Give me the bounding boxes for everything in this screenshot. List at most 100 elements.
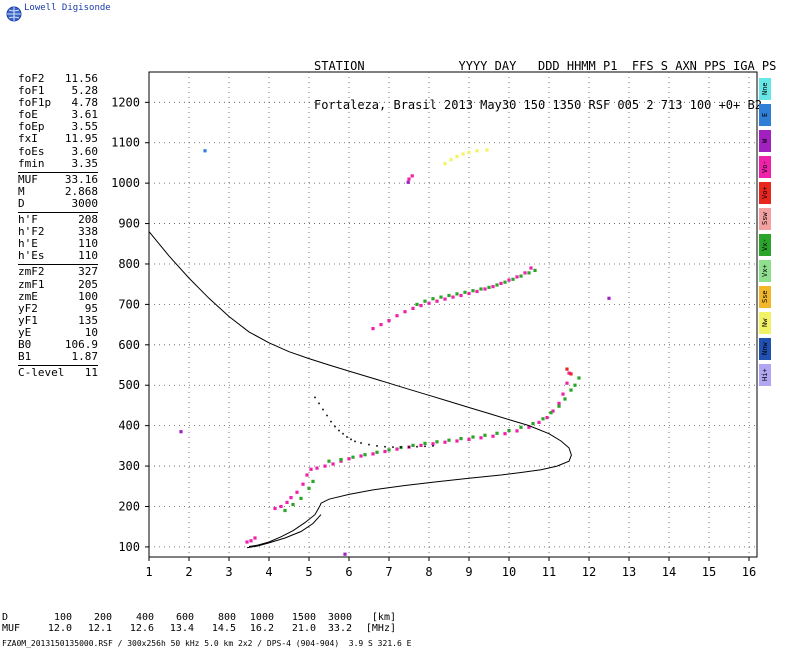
data-point-Vo-: [419, 443, 423, 447]
y-tick-label: 200: [118, 499, 140, 513]
data-point-Vo-: [331, 462, 335, 466]
param-label: M: [18, 184, 25, 198]
data-point-Vx-: [479, 287, 483, 291]
legend-item: W: [759, 130, 771, 152]
param-label: h'Es: [18, 249, 45, 263]
param-row: MUF 33.16: [18, 173, 98, 186]
param-label: foF1p: [18, 96, 52, 110]
legend-label: Vo-: [761, 160, 769, 174]
x-tick-label: 3: [225, 565, 232, 579]
param-value: 3.61: [71, 108, 99, 122]
x-tick-label: 13: [622, 565, 636, 579]
param-row: foF2 11.56: [18, 72, 98, 85]
legend-label: Ssw: [761, 212, 769, 226]
x-tick-label: 11: [542, 565, 556, 579]
data-point-trace-dotted: [392, 446, 394, 448]
param-label: B1: [18, 350, 32, 364]
x-tick-label: 10: [502, 565, 516, 579]
series-line-profile: [148, 231, 572, 547]
param-value: 208: [78, 213, 98, 227]
param-label: B0: [18, 337, 32, 351]
data-point-trace-dotted: [360, 442, 362, 444]
data-point-Vo-: [305, 473, 309, 477]
legend-label: Vx-: [761, 238, 769, 252]
x-tick-label: 2: [185, 565, 192, 579]
param-value: 2.868: [64, 184, 98, 198]
data-point-Vo-: [253, 536, 257, 540]
data-point-Vo-: [359, 454, 363, 458]
table-cell: 600: [175, 612, 194, 623]
data-point-Vo-: [383, 449, 387, 454]
param-value: 3.60: [71, 144, 99, 158]
param-separator: [18, 264, 98, 266]
data-point-Vx-: [363, 453, 367, 457]
data-point-Vo+: [565, 367, 569, 371]
data-point-Vx-: [519, 274, 523, 278]
legend-item: Sse: [759, 286, 771, 308]
data-point-Vo-: [537, 420, 541, 424]
data-point-Vo-: [289, 496, 293, 500]
param-label: yF2: [18, 301, 38, 315]
param-label: yF1: [18, 313, 38, 327]
x-tick-label: 16: [742, 565, 756, 579]
table-cell: [MHz]: [365, 623, 396, 634]
data-point-Vo-: [347, 457, 351, 461]
data-point-Vo-: [295, 490, 299, 494]
data-point-Nw: [455, 154, 459, 159]
data-point-Vo-: [455, 439, 459, 443]
param-value: 100: [78, 289, 98, 303]
param-value: 106.9: [64, 337, 98, 351]
param-label: C-level: [18, 366, 65, 380]
data-point-Vx-: [375, 450, 379, 454]
data-point-Vo-: [419, 304, 423, 308]
header: STATION YYYY DAY DDD HHMM P1 FFS S AXN P…: [314, 34, 776, 125]
param-value: 10: [84, 325, 98, 339]
param-value: 11: [84, 366, 98, 380]
data-point-Vx-: [557, 404, 561, 408]
footer-info: FZA0M_2013150135000.RSF / 300x256h 50 kH…: [2, 639, 412, 648]
data-point-trace-dotted: [416, 445, 418, 448]
param-value: 1.87: [71, 350, 99, 364]
data-point-W: [343, 552, 347, 556]
param-row: foF1p 4.78: [18, 97, 98, 109]
table-row-label: D: [2, 612, 9, 623]
data-point-Vx-: [299, 496, 303, 500]
distance-row: D 100 200 400 600 800 1000 1500 3000 [km]: [2, 612, 396, 623]
x-tick-label: 12: [582, 565, 596, 579]
data-point-Vo-: [551, 409, 555, 413]
param-separator: [18, 212, 98, 214]
data-point-Vx-: [311, 479, 315, 483]
data-point-W: [607, 296, 611, 300]
legend-label: Vo+: [761, 186, 769, 200]
series-line-profile-lower: [246, 514, 322, 549]
data-point-Vo-: [475, 289, 479, 294]
y-tick-label: 700: [118, 297, 140, 311]
legend-item: Vx+: [759, 260, 771, 282]
data-point-Vo-: [567, 371, 571, 375]
data-point-Vx-: [423, 299, 427, 303]
data-point-Vx-: [507, 428, 511, 433]
data-point-trace-dotted: [314, 396, 316, 399]
table-cell: 33.2: [327, 623, 352, 634]
param-label: zmE: [18, 289, 38, 303]
globe-icon: [6, 6, 22, 22]
data-point-Vo-: [371, 327, 375, 331]
data-point-Nw: [485, 148, 489, 152]
header-line-2: Fortaleza, Brasil 2013 May30 150 1350 RS…: [314, 98, 762, 112]
data-point-Vx-: [471, 289, 475, 293]
data-point-Vx-: [503, 280, 507, 284]
y-tick-label: 1000: [111, 176, 140, 190]
data-point-Vx-: [527, 271, 531, 275]
table-cell: 800: [217, 612, 236, 623]
data-point-Vo-: [395, 447, 399, 451]
data-point-E: [203, 149, 207, 153]
param-row: foEp 3.55: [18, 121, 98, 133]
data-point-Vo-: [285, 500, 289, 504]
data-point-trace-dotted: [354, 440, 356, 443]
data-point-trace-dotted: [318, 402, 320, 405]
param-row: yE 10: [18, 325, 98, 339]
data-point-Vx-: [533, 268, 537, 272]
param-label: yE: [18, 325, 32, 339]
y-tick-label: 600: [118, 338, 140, 352]
data-point-Vx-: [495, 283, 499, 287]
